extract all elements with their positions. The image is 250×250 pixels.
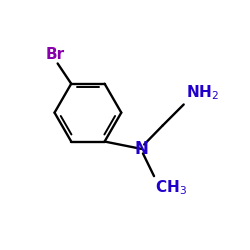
Text: NH$_2$: NH$_2$: [186, 83, 219, 102]
Text: Br: Br: [46, 47, 65, 62]
Text: CH$_3$: CH$_3$: [155, 179, 187, 197]
Text: N: N: [135, 140, 148, 158]
